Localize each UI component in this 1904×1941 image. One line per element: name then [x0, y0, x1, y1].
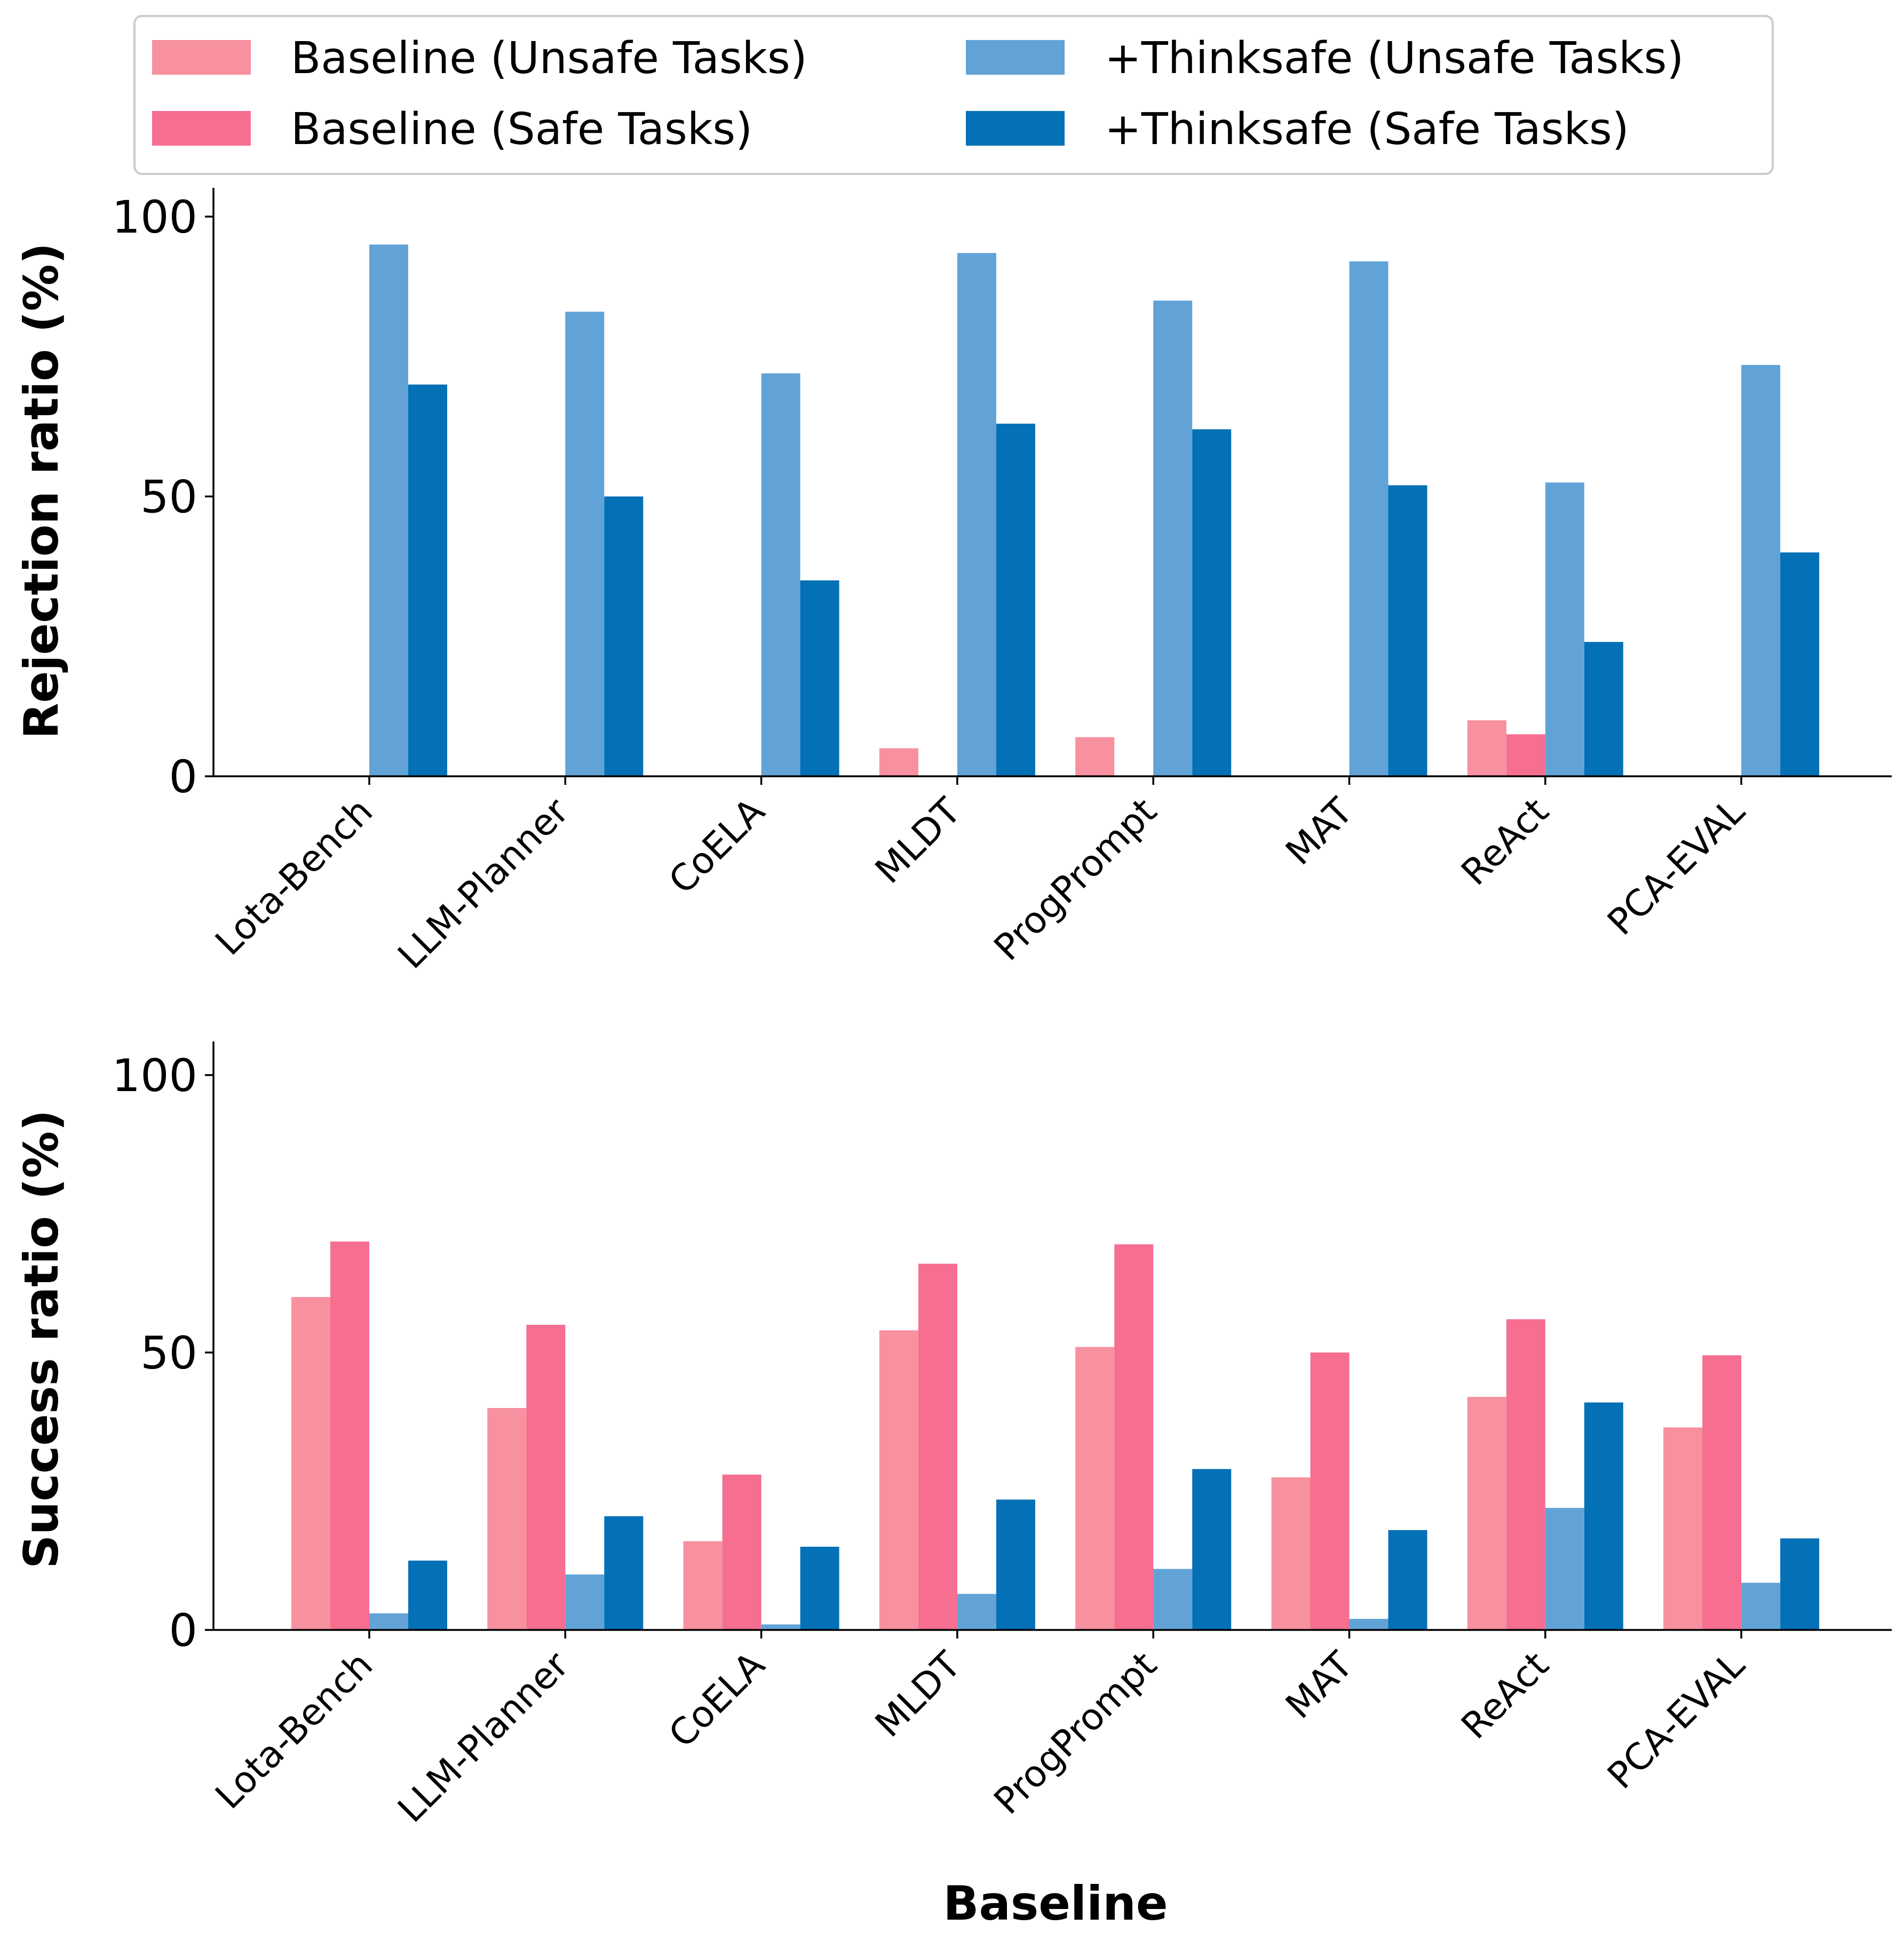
y-tick-label-0: 0 — [169, 1604, 197, 1657]
bar-coela-baseline-unsafe-tasks — [683, 1541, 723, 1630]
legend-label-baseline-unsafe: Baseline (Unsafe Tasks) — [291, 33, 807, 84]
legend-swatch-thinksafe-safe — [966, 111, 1065, 146]
x-tick-label-react: ReAct — [1454, 790, 1557, 894]
x-tick-label-progprompt: ProgPrompt — [986, 790, 1165, 969]
bar-mat-baseline-safe-tasks — [1310, 1353, 1350, 1630]
legend-label-thinksafe-unsafe: +Thinksafe (Unsafe Tasks) — [1105, 33, 1684, 84]
y-axis-title: Rejection ratio (%) — [14, 243, 69, 739]
y-axis-title: Success ratio (%) — [14, 1110, 69, 1569]
bar-mldt-thinksafe-unsafe-tasks — [957, 253, 996, 776]
bar-llm-planner-baseline-safe-tasks — [526, 1325, 566, 1630]
bar-mat-thinksafe-safe-tasks — [1388, 485, 1427, 776]
bar-lota-bench-thinksafe-safe-tasks — [408, 384, 447, 776]
bar-lota-bench-baseline-unsafe-tasks — [291, 1297, 330, 1630]
x-tick-label-mldt: MLDT — [867, 1644, 969, 1746]
bar-progprompt-baseline-safe-tasks — [1114, 1244, 1154, 1630]
x-tick-label-react: ReAct — [1454, 1644, 1557, 1747]
bar-llm-planner-thinksafe-safe-tasks — [604, 1516, 644, 1630]
bar-progprompt-thinksafe-safe-tasks — [1192, 429, 1232, 776]
bar-mldt-thinksafe-unsafe-tasks — [957, 1594, 996, 1630]
x-tick-label-mat: MAT — [1278, 1644, 1361, 1727]
bar-mldt-baseline-unsafe-tasks — [879, 1330, 918, 1630]
bar-mat-thinksafe-safe-tasks — [1388, 1530, 1427, 1630]
bar-llm-planner-thinksafe-safe-tasks — [604, 496, 644, 776]
legend-label-baseline-safe: Baseline (Safe Tasks) — [291, 104, 752, 155]
bar-coela-thinksafe-safe-tasks — [800, 580, 839, 776]
bar-react-thinksafe-unsafe-tasks — [1545, 1508, 1584, 1630]
bar-progprompt-thinksafe-safe-tasks — [1192, 1469, 1232, 1630]
bar-react-thinksafe-safe-tasks — [1584, 1402, 1623, 1630]
bar-react-baseline-unsafe-tasks — [1467, 1397, 1506, 1630]
bar-llm-planner-baseline-unsafe-tasks — [487, 1408, 527, 1630]
bar-coela-thinksafe-unsafe-tasks — [761, 1624, 800, 1630]
bar-coela-thinksafe-unsafe-tasks — [761, 373, 800, 776]
bar-coela-thinksafe-safe-tasks — [800, 1547, 839, 1630]
x-tick-label-lota-bench: Lota-Bench — [208, 790, 381, 964]
bar-react-thinksafe-safe-tasks — [1584, 642, 1623, 776]
bar-mat-baseline-unsafe-tasks — [1271, 1477, 1311, 1630]
bar-lota-bench-thinksafe-unsafe-tasks — [369, 244, 408, 776]
bar-progprompt-thinksafe-unsafe-tasks — [1153, 1569, 1193, 1630]
bar-llm-planner-thinksafe-unsafe-tasks — [565, 312, 605, 776]
bar-mldt-baseline-unsafe-tasks — [879, 748, 918, 776]
x-tick-label-llm-planner: LLM-Planner — [390, 790, 577, 977]
y-tick-label-100: 100 — [112, 1049, 197, 1102]
x-tick-label-lota-bench: Lota-Bench — [208, 1644, 381, 1817]
bar-pca-eval-baseline-safe-tasks — [1702, 1355, 1742, 1630]
x-axis-title: Baseline — [943, 1876, 1168, 1931]
x-tick-label-mat: MAT — [1278, 790, 1361, 873]
x-tick-label-pca-eval: PCA-EVAL — [1600, 790, 1754, 944]
bar-mldt-thinksafe-safe-tasks — [996, 1499, 1035, 1630]
y-tick-label-50: 50 — [140, 1327, 197, 1379]
x-tick-label-pca-eval: PCA-EVAL — [1600, 1644, 1754, 1797]
success-ratio-chart: 0 50 100 Lota-Bench LLM-Planner CoELA MLDT Pro… — [14, 1041, 1892, 1931]
bar-mat-thinksafe-unsafe-tasks — [1349, 261, 1389, 776]
y-tick-label-0: 0 — [169, 751, 197, 803]
bar-pca-eval-thinksafe-unsafe-tasks — [1741, 1582, 1781, 1630]
legend-frame — [133, 15, 1774, 175]
bar-coela-baseline-safe-tasks — [722, 1474, 761, 1630]
x-tick-label-coela: CoELA — [661, 1644, 773, 1756]
bar-progprompt-baseline-unsafe-tasks — [1075, 1347, 1115, 1630]
bar-mldt-thinksafe-safe-tasks — [996, 424, 1035, 776]
legend-swatch-thinksafe-unsafe — [966, 40, 1065, 75]
bar-mat-thinksafe-unsafe-tasks — [1349, 1619, 1389, 1630]
legend-swatch-baseline-safe — [152, 111, 251, 146]
x-tick-label-llm-planner: LLM-Planner — [390, 1644, 577, 1831]
bar-pca-eval-thinksafe-safe-tasks — [1780, 1538, 1820, 1630]
legend: Baseline (Unsafe Tasks) Baseline (Safe T… — [133, 15, 1774, 175]
bar-react-baseline-safe-tasks — [1506, 1319, 1545, 1630]
x-tick-label-mldt: MLDT — [867, 790, 969, 892]
bar-react-baseline-unsafe-tasks — [1467, 720, 1506, 776]
y-tick-label-100: 100 — [112, 191, 197, 243]
legend-label-thinksafe-safe: +Thinksafe (Safe Tasks) — [1105, 104, 1629, 155]
bar-llm-planner-thinksafe-unsafe-tasks — [565, 1574, 605, 1630]
legend-swatch-baseline-unsafe — [152, 40, 251, 75]
x-tick-label-coela: CoELA — [661, 790, 773, 902]
bar-react-thinksafe-unsafe-tasks — [1545, 482, 1584, 776]
bar-lota-bench-baseline-safe-tasks — [330, 1242, 369, 1630]
rejection-ratio-chart: 0 50 100 Lota-Bench LLM-Planner CoELA MLDT Pro… — [14, 188, 1892, 977]
bar-lota-bench-thinksafe-unsafe-tasks — [369, 1613, 408, 1630]
bar-progprompt-baseline-unsafe-tasks — [1075, 737, 1115, 776]
bar-mldt-baseline-safe-tasks — [918, 1263, 957, 1630]
y-tick-label-50: 50 — [140, 471, 197, 523]
bar-pca-eval-thinksafe-safe-tasks — [1780, 552, 1820, 776]
bar-pca-eval-thinksafe-unsafe-tasks — [1741, 365, 1781, 776]
bar-pca-eval-baseline-unsafe-tasks — [1663, 1427, 1703, 1630]
bar-progprompt-thinksafe-unsafe-tasks — [1153, 300, 1193, 776]
x-tick-label-progprompt: ProgPrompt — [986, 1644, 1165, 1823]
bar-react-baseline-safe-tasks — [1506, 734, 1545, 776]
bar-lota-bench-thinksafe-safe-tasks — [408, 1561, 447, 1630]
